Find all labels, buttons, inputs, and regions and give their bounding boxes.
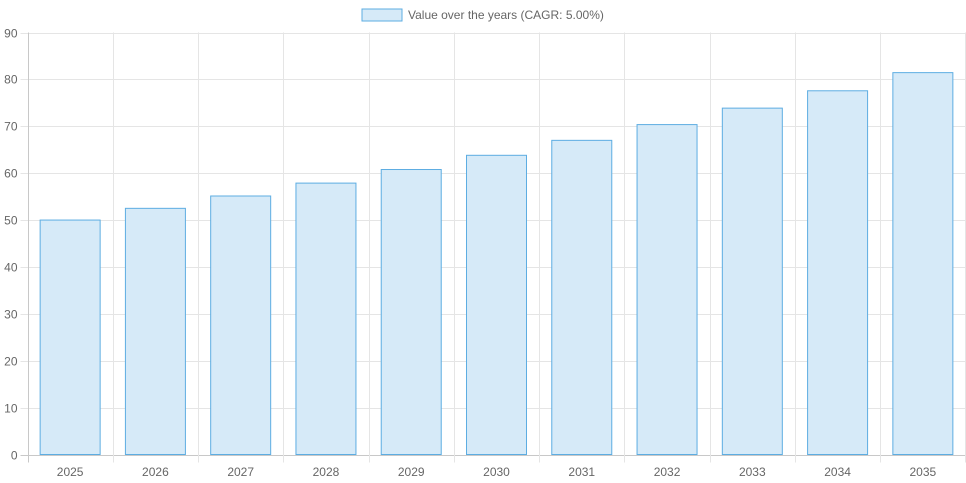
y-tick-label: 50 [4, 214, 18, 228]
x-tick-label: 2033 [739, 465, 766, 479]
legend-label: Value over the years (CAGR: 5.00%) [408, 8, 604, 22]
y-tick-label: 80 [4, 73, 18, 87]
bars [39, 72, 954, 455]
y-tick-label: 0 [11, 449, 18, 463]
y-tick-label: 40 [4, 261, 18, 275]
bar-2025 [39, 219, 101, 455]
x-tick-label: 2025 [57, 465, 84, 479]
bar-2032 [636, 124, 698, 455]
y-tick-label: 60 [4, 167, 18, 181]
x-tick-label: 2035 [910, 465, 937, 479]
bar-2034 [807, 90, 869, 455]
x-tick-label: 2027 [227, 465, 254, 479]
legend[interactable]: Value over the years (CAGR: 5.00%) [361, 8, 604, 22]
y-axis: 0 10 20 30 40 50 60 70 80 90 [4, 27, 18, 463]
y-tick-label: 70 [4, 120, 18, 134]
bar-2030 [466, 154, 527, 455]
bar-2027 [210, 195, 272, 455]
y-tick-label: 10 [4, 402, 18, 416]
x-tick-label: 2026 [142, 465, 169, 479]
legend-swatch [361, 8, 403, 22]
bar-2028 [295, 182, 357, 455]
y-tick-label: 30 [4, 308, 18, 322]
bar-2026 [124, 207, 186, 455]
x-tick-label: 2029 [398, 465, 425, 479]
x-tick-label: 2028 [313, 465, 340, 479]
x-axis: 2025 2026 2027 2028 2029 2030 2031 2032 2033 2034… [57, 465, 937, 479]
bar-2035 [892, 72, 954, 455]
y-tick-label: 90 [4, 27, 18, 41]
x-tick-label: 2032 [654, 465, 681, 479]
bar-2031 [551, 139, 613, 455]
x-tick-label: 2030 [483, 465, 510, 479]
x-tick-label: 2034 [824, 465, 851, 479]
x-tick-label: 2031 [568, 465, 595, 479]
y-tick-label: 20 [4, 355, 18, 369]
bar-2029 [380, 169, 442, 455]
bar-2033 [721, 107, 783, 455]
